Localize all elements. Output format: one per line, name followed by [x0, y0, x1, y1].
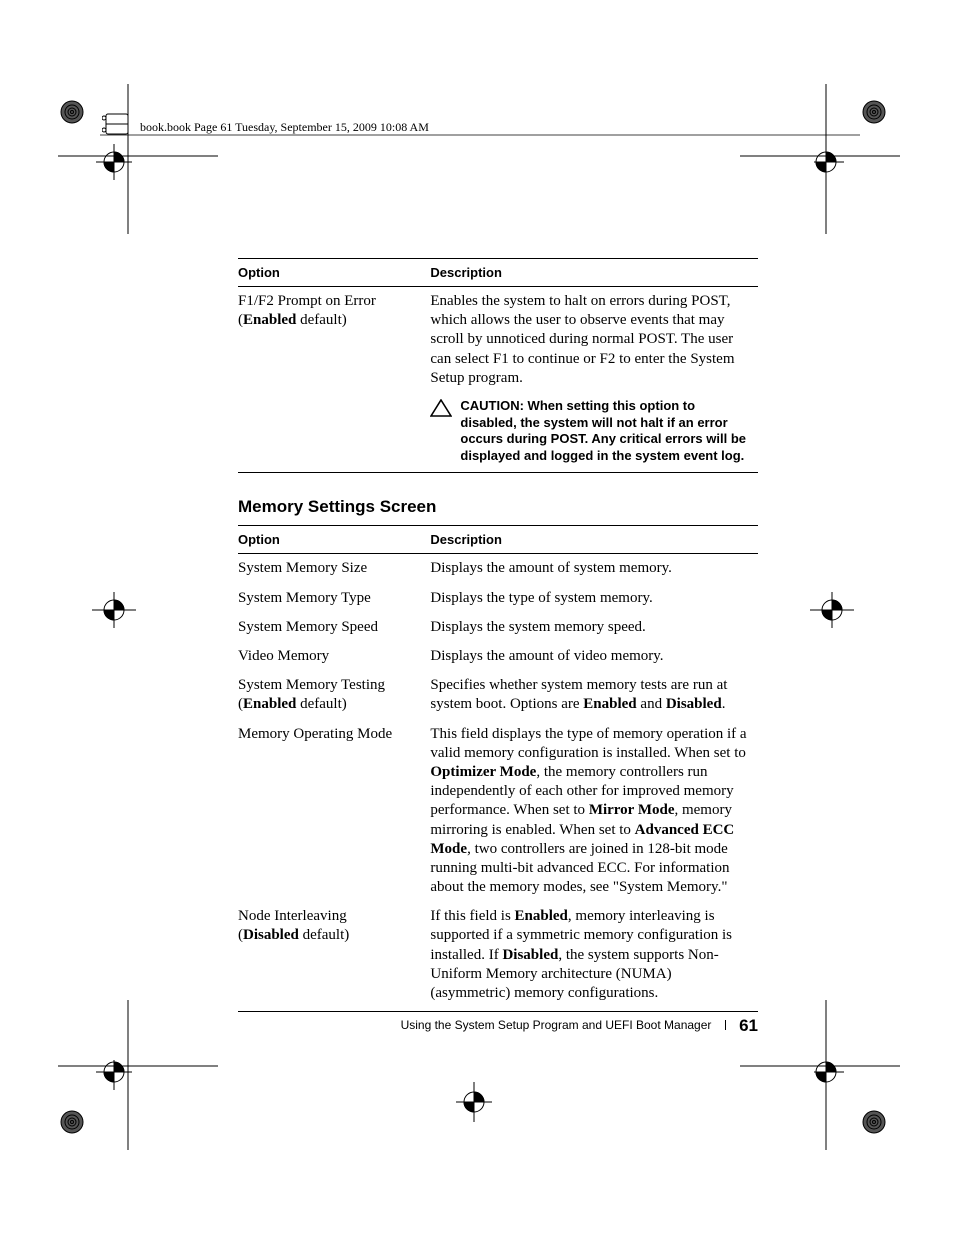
crop-line-bot-right-v — [825, 1000, 827, 1150]
description-cell: Displays the amount of system memory. — [430, 554, 758, 584]
crop-line-bot-left-h — [58, 1065, 218, 1067]
option-cell: System Memory Size — [238, 554, 430, 584]
table-row: F1/F2 Prompt on Error (Enabled default) … — [238, 287, 758, 393]
table-header-row: Option Description — [238, 259, 758, 287]
col-header-description: Description — [430, 526, 758, 554]
table-row: System Memory Size Displays the amount o… — [238, 554, 758, 584]
crop-line-top-left-v — [127, 84, 129, 234]
page-footer: Using the System Setup Program and UEFI … — [238, 1016, 758, 1036]
table-header-row: Option Description — [238, 526, 758, 554]
crop-line-top-right-v — [825, 84, 827, 234]
description-cell: Displays the system memory speed. — [430, 613, 758, 642]
crop-line-bot-right-h — [740, 1065, 900, 1067]
crop-mark-bot-mid — [450, 1082, 510, 1122]
option-cell: System Memory Type — [238, 584, 430, 613]
option-cell: Video Memory — [238, 642, 430, 671]
option-cell: Node Interleaving (Disabled default) — [238, 902, 430, 1011]
table-row: Video Memory Displays the amount of vide… — [238, 642, 758, 671]
meta-header: book.book Page 61 Tuesday, September 15,… — [140, 120, 429, 135]
table-row: System Memory Testing (Enabled default) … — [238, 671, 758, 719]
option-cell: System Memory Speed — [238, 613, 430, 642]
options-table-1: Option Description F1/F2 Prompt on Error… — [238, 258, 758, 473]
description-cell: Displays the amount of video memory. — [430, 642, 758, 671]
description-cell: Displays the type of system memory. — [430, 584, 758, 613]
crop-line-bot-left-v — [127, 1000, 129, 1150]
page-content: Option Description F1/F2 Prompt on Error… — [238, 258, 758, 1012]
binder-icon — [102, 112, 132, 136]
description-cell: If this field is Enabled, memory interle… — [430, 902, 758, 1011]
options-table-2: Option Description System Memory Size Di… — [238, 525, 758, 1012]
caution-text: CAUTION: When setting this option to dis… — [460, 398, 752, 465]
col-header-option: Option — [238, 259, 430, 287]
crop-mark-top-right — [814, 100, 894, 180]
col-header-description: Description — [430, 259, 758, 287]
crop-mark-mid-right — [808, 590, 868, 630]
option-cell: Memory Operating Mode — [238, 720, 430, 903]
description-cell: This field displays the type of memory o… — [430, 720, 758, 903]
option-cell: F1/F2 Prompt on Error (Enabled default) — [238, 287, 430, 393]
caution-icon — [430, 399, 452, 417]
crop-mark-mid-left — [90, 590, 150, 630]
option-cell: System Memory Testing (Enabled default) — [238, 671, 430, 719]
description-cell: Specifies whether system memory tests ar… — [430, 671, 758, 719]
crop-line-top-right-h — [740, 155, 900, 157]
description-cell: Enables the system to halt on errors dur… — [430, 287, 758, 393]
footer-separator — [725, 1020, 726, 1030]
caution-row: CAUTION: When setting this option to dis… — [238, 393, 758, 473]
table-row: System Memory Type Displays the type of … — [238, 584, 758, 613]
page-number: 61 — [739, 1016, 758, 1035]
crop-line-top-left-h — [58, 155, 218, 157]
col-header-option: Option — [238, 526, 430, 554]
crop-mark-bot-left — [60, 1060, 140, 1140]
table-row: Memory Operating Mode This field display… — [238, 720, 758, 903]
table-row: Node Interleaving (Disabled default) If … — [238, 902, 758, 1011]
table-row: System Memory Speed Displays the system … — [238, 613, 758, 642]
crop-mark-bot-right — [814, 1060, 894, 1140]
footer-text: Using the System Setup Program and UEFI … — [401, 1018, 712, 1032]
page: book.book Page 61 Tuesday, September 15,… — [0, 0, 954, 1235]
section-title: Memory Settings Screen — [238, 497, 758, 517]
